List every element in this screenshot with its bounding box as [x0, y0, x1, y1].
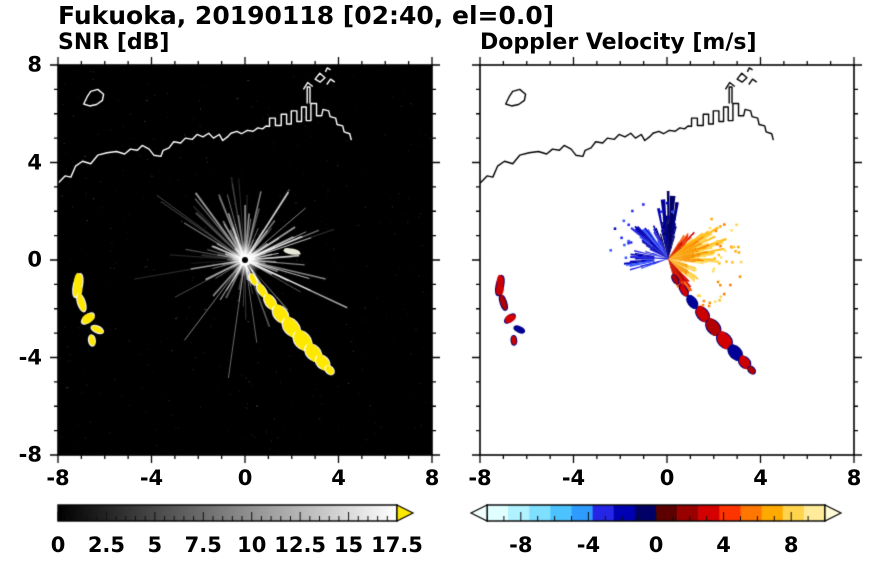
- snr-x-tick-label: 8: [424, 466, 440, 490]
- doppler-colorbar-tick-label: -8: [509, 533, 533, 557]
- snr-colorbar-tick-label: 2.5: [87, 533, 126, 557]
- doppler-x-tick-label: -8: [468, 466, 492, 490]
- snr-plot-canvas: [44, 51, 446, 469]
- doppler-colorbar-tick-label: 0: [648, 533, 664, 557]
- snr-colorbar-tick-label: 10: [237, 533, 267, 557]
- snr-colorbar-tick-label: 17.5: [371, 533, 423, 557]
- snr-colorbar-canvas: [38, 501, 417, 531]
- doppler-x-tick-label: 0: [659, 466, 675, 490]
- snr-x-tick-label: -4: [139, 466, 164, 490]
- snr-x-tick-label: 0: [237, 466, 253, 490]
- y-tick-label: 8: [27, 52, 42, 77]
- snr-x-tick-label: -8: [46, 466, 70, 490]
- snr-colorbar-tick-label: 5: [147, 533, 163, 557]
- snr-x-tick-label: 4: [331, 466, 346, 490]
- doppler-x-tick-label: 8: [846, 466, 862, 490]
- doppler-panel-title: Doppler Velocity [m/s]: [480, 30, 757, 55]
- y-tick-label: 0: [27, 247, 42, 272]
- snr-panel-title: SNR [dB]: [58, 30, 170, 55]
- doppler-x-tick-label: 4: [753, 466, 768, 490]
- doppler-colorbar-tick-label: -4: [576, 533, 601, 557]
- y-tick-label: -8: [18, 442, 42, 467]
- figure-title: Fukuoka, 20190118 [02:40, el=0.0]: [58, 1, 555, 30]
- doppler-x-tick-label: -4: [561, 466, 586, 490]
- doppler-plot-canvas: [466, 51, 868, 469]
- snr-colorbar-tick-label: 12.5: [274, 533, 327, 557]
- snr-colorbar-tick-label: 0: [50, 533, 66, 557]
- snr-colorbar-tick-label: 15: [333, 533, 364, 557]
- doppler-colorbar-tick-label: 8: [783, 533, 799, 557]
- y-tick-label: 4: [27, 149, 42, 174]
- doppler-colorbar-tick-label: 4: [716, 533, 731, 557]
- doppler-colorbar-canvas: [467, 501, 845, 531]
- y-tick-label: -4: [18, 344, 42, 369]
- snr-colorbar-tick-label: 7.5: [184, 533, 222, 557]
